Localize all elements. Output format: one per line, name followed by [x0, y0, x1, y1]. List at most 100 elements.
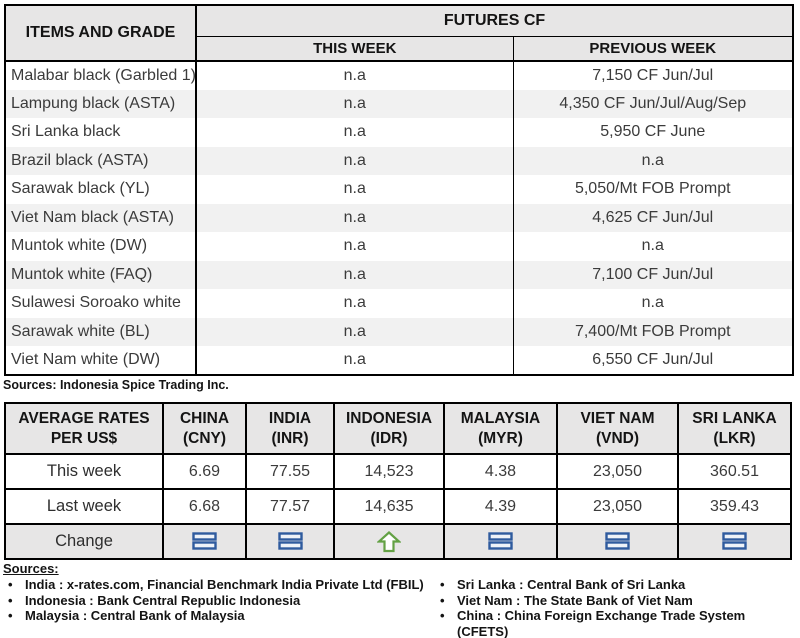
list-item: • India : x-rates.com, Financial Benchma…	[3, 577, 431, 593]
source-text: Viet Nam : The State Bank of Viet Nam	[457, 592, 693, 608]
sources-footer: Sources: • India : x-rates.com, Financia…	[3, 561, 797, 638]
item-label: Viet Nam black (ASTA)	[5, 203, 197, 232]
source-text: Sri Lanka : Central Bank of Sri Lanka	[457, 577, 686, 592]
row-label-last-week: Last week	[4, 488, 164, 525]
change-cell	[556, 523, 679, 560]
country-name: VIET NAM	[580, 409, 655, 427]
sources-right-column: • Sri Lanka : Central Bank of Sri Lanka …	[431, 577, 797, 638]
rate-value: 23,050	[556, 453, 679, 490]
bullet-icon: •	[8, 592, 13, 608]
list-item: • Indonesia : Bank Central Republic Indo…	[3, 593, 431, 609]
currency-code: (VND)	[595, 429, 640, 447]
country-name: INDONESIA	[345, 409, 433, 427]
item-label: Lampung black (ASTA)	[5, 89, 197, 118]
change-cell	[333, 523, 445, 560]
source-text: India : x-rates.com, Financial Benchmark…	[25, 577, 424, 592]
table-row: Lampung black (ASTA) n.a 4,350 CF Jun/Ju…	[5, 89, 794, 118]
item-label: Muntok white (DW)	[5, 232, 197, 261]
currency-code: (CNY)	[182, 429, 227, 447]
this-week-value: n.a	[196, 232, 514, 261]
previous-week-value: n.a	[641, 237, 664, 255]
rate-value: 6.69	[162, 453, 247, 490]
country-header-india: INDIA (INR)	[245, 402, 335, 455]
bullet-icon: •	[440, 577, 445, 592]
rate-value: 359.43	[677, 488, 792, 525]
this-week-value: n.a	[196, 175, 514, 204]
item-label: Sarawak black (YL)	[5, 175, 197, 204]
table-row: Sarawak white (BL) n.a 7,400/Mt FOB Prom…	[5, 317, 794, 346]
average-rates-line2: PER US$	[50, 429, 118, 447]
change-cell	[677, 523, 792, 560]
futures-source-note: Sources: Indonesia Spice Trading Inc.	[3, 378, 229, 392]
no-change-icon	[488, 532, 513, 551]
country-header-vietnam: VIET NAM (VND)	[556, 402, 679, 455]
sources-left-column: • India : x-rates.com, Financial Benchma…	[3, 577, 431, 638]
source-text: China : China Foreign Exchange Trade Sys…	[457, 608, 746, 638]
country-header-indonesia: INDONESIA (IDR)	[333, 402, 445, 455]
table-row: Sarawak black (YL) n.a 5,050/Mt FOB Prom…	[5, 175, 793, 204]
previous-week-value: 4,625 CF Jun/Jul	[513, 203, 794, 232]
this-week-value: n.a	[196, 61, 514, 90]
table-row: Viet Nam black (ASTA) n.a 4,625 CF Jun/J…	[5, 203, 794, 232]
currency-code: (IDR)	[370, 429, 408, 447]
table-row: Viet Nam white (DW) n.a 6,550 CF Jun/Jul	[5, 346, 793, 375]
this-week-value: n.a	[196, 260, 514, 289]
rate-value: 23,050	[556, 488, 679, 525]
item-label: Sri Lanka black	[5, 118, 197, 147]
bullet-icon: •	[440, 608, 445, 623]
previous-week-value: 7,150 CF Jun/Jul	[592, 66, 714, 84]
previous-week-value: 4,350 CF Jun/Jul/Aug/Sep	[513, 89, 794, 118]
futures-table: ITEMS AND GRADE FUTURES CF THIS WEEK PRE…	[4, 4, 795, 376]
this-week-value: n.a	[196, 118, 514, 147]
country-name: INDIA	[268, 409, 312, 427]
currency-code: (INR)	[271, 429, 309, 447]
country-name: MALAYSIA	[460, 409, 541, 427]
no-change-icon	[722, 532, 747, 551]
table-row: Sulawesi Soroako white n.a n.a	[5, 289, 793, 318]
this-week-value: n.a	[196, 346, 514, 375]
no-change-icon	[277, 532, 303, 551]
item-label: Sulawesi Soroako white	[5, 289, 197, 318]
rate-value: 4.39	[443, 488, 558, 525]
average-rates-line1: AVERAGE RATES	[18, 409, 150, 427]
rate-value: 360.51	[677, 453, 792, 490]
row-label-this-week: This week	[4, 453, 164, 490]
futures-cf-header: FUTURES CF	[196, 5, 794, 37]
change-row: Change	[4, 523, 792, 560]
change-cell	[443, 523, 558, 560]
previous-week-value: 7,100 CF Jun/Jul	[513, 260, 794, 289]
this-week-value: n.a	[196, 146, 514, 175]
last-week-row: Last week 6.68 77.57 14,635 4.39 23,050 …	[4, 488, 792, 525]
country-name: SRI LANKA	[692, 409, 777, 427]
table-row: Brazil black (ASTA) n.a n.a	[5, 146, 794, 175]
item-label: Brazil black (ASTA)	[5, 146, 197, 175]
change-cell	[162, 523, 247, 560]
item-label: Malabar black (Garbled 1)	[5, 61, 197, 90]
country-name: CHINA	[179, 409, 230, 427]
rate-value: 6.68	[162, 488, 247, 525]
table-row: Muntok white (DW) n.a n.a	[5, 232, 793, 261]
list-item: • Malaysia : Central Bank of Malaysia	[3, 608, 431, 624]
list-item: • China : China Foreign Exchange Trade S…	[431, 608, 797, 638]
average-rates-header: AVERAGE RATES PER US$	[4, 402, 164, 455]
bullet-icon: •	[8, 608, 13, 623]
country-header-china: CHINA (CNY)	[162, 402, 247, 455]
previous-week-value: 5,950 CF June	[600, 123, 706, 141]
average-rates-table: AVERAGE RATES PER US$ CHINA (CNY) INDIA …	[4, 402, 792, 560]
table-row: Sri Lanka black n.a 5,950 CF June	[5, 118, 793, 147]
list-item: • Sri Lanka : Central Bank of Sri Lanka	[431, 577, 797, 593]
item-label: Sarawak white (BL)	[5, 317, 197, 346]
item-label: Muntok white (FAQ)	[5, 260, 197, 289]
no-change-icon	[192, 532, 217, 551]
bullet-icon: •	[440, 592, 445, 608]
table-row: Malabar black (Garbled 1) n.a 7,150 CF J…	[5, 61, 793, 90]
previous-week-value: n.a	[641, 294, 664, 312]
list-item: • Viet Nam : The State Bank of Viet Nam	[431, 593, 797, 609]
rates-header-row: AVERAGE RATES PER US$ CHINA (CNY) INDIA …	[4, 402, 792, 455]
previous-week-value: 5,050/Mt FOB Prompt	[574, 180, 731, 198]
previous-week-column-header: PREVIOUS WEEK	[513, 36, 794, 62]
row-label-change: Change	[4, 523, 164, 560]
increase-icon	[377, 530, 401, 552]
country-header-malaysia: MALAYSIA (MYR)	[443, 402, 558, 455]
change-cell	[245, 523, 335, 560]
